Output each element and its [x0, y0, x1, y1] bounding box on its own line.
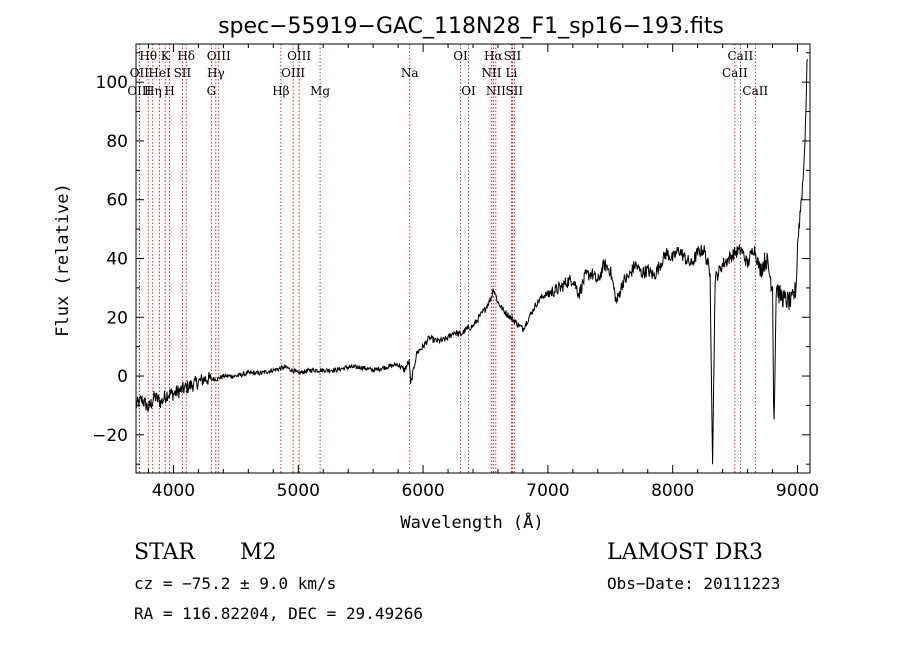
spectral-line-label: Hβ — [272, 84, 289, 98]
x-tick-label: 9000 — [776, 481, 819, 501]
y-tick-label: 20 — [106, 308, 128, 328]
spectral-line-label: OI — [453, 49, 468, 63]
spectral-line-label: OIII — [127, 84, 151, 98]
object-class: STAR — [134, 540, 195, 565]
x-axis-label: Wavelength (Å) — [400, 511, 543, 533]
spectral-line-label: HeI — [148, 66, 171, 80]
y-tick-label: 40 — [106, 250, 128, 270]
spectral-line-label: G — [207, 84, 217, 98]
y-tick-label: 100 — [96, 73, 128, 93]
spectral-line-label: OII — [130, 66, 150, 80]
object-subclass: M2 — [240, 540, 277, 565]
spectral-line-label: Hδ — [177, 49, 195, 63]
survey-name: LAMOST DR3 — [607, 540, 763, 565]
spectral-line-label: SII — [174, 66, 192, 80]
y-tick-label: 80 — [106, 132, 128, 152]
y-tick-label: 60 — [106, 191, 128, 211]
x-tick-label: 4000 — [152, 481, 195, 501]
x-tick-label: 8000 — [651, 481, 694, 501]
spectral-line-label: OI — [461, 84, 476, 98]
spectral-line-label: OIII — [281, 66, 305, 80]
y-axis-label: Flux (relative) — [53, 183, 73, 337]
spectral-line-label: Li — [506, 66, 518, 80]
spectral-line-label: NII — [481, 66, 501, 80]
spectral-line-label: OIII — [207, 49, 231, 63]
sky-coordinates: RA = 116.82204, DEC = 29.49266 — [134, 604, 423, 623]
spectral-line-label: K — [161, 49, 171, 63]
spectral-line-label: Hα — [484, 49, 503, 63]
observation-date: Obs−Date: 20111223 — [607, 574, 781, 593]
y-tick-label: 0 — [117, 367, 128, 387]
spectral-line-label: Na — [401, 66, 419, 80]
spectral-line-label: CaII — [727, 49, 753, 63]
plot-frame — [135, 43, 811, 474]
spectrum-series-line — [135, 59, 808, 465]
spectral-line-label: SII — [504, 49, 522, 63]
y-tick-label: −20 — [92, 426, 128, 446]
chart-title: spec−55919−GAC_118N28_F1_sp16−193.fits — [218, 14, 724, 39]
spectral-line-label: H — [164, 84, 174, 98]
spectral-line-label: OIII — [287, 49, 311, 63]
spectral-line-label: Hη — [144, 84, 162, 98]
spectral-line-markers — [138, 44, 756, 473]
spectral-line-label: Hγ — [207, 66, 225, 80]
spectral-line-label: Hθ — [139, 49, 157, 63]
x-tick-label: 6000 — [401, 481, 444, 501]
spectral-line-label: SII — [505, 84, 523, 98]
axis-ticks: 4000 5000 6000 7000 8000 9000 −20 0 20 40 60 80 100 — [92, 44, 819, 501]
x-tick-label: 7000 — [526, 481, 569, 501]
x-tick-label: 5000 — [277, 481, 320, 501]
spectral-line-label: NII — [486, 84, 506, 98]
spectral-line-label: CaII — [742, 84, 768, 98]
redshift-cz: cz = −75.2 ± 9.0 km/s — [134, 574, 337, 593]
spectral-line-label: CaII — [722, 66, 748, 80]
spectral-line-label: Mg — [310, 84, 330, 98]
